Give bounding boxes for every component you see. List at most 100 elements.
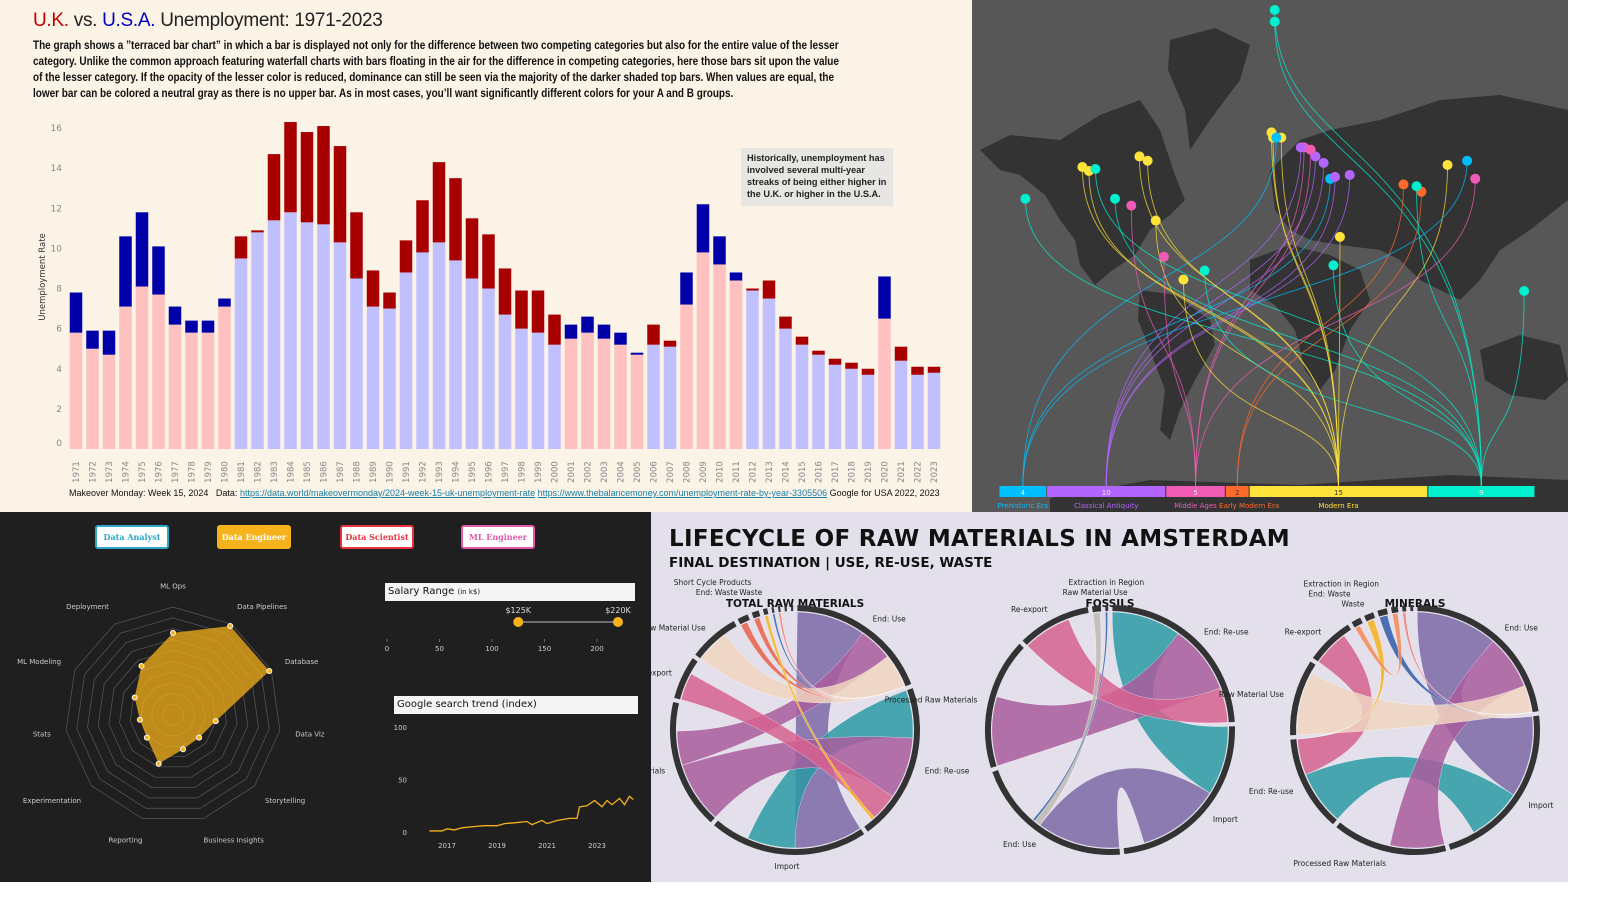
site-marker[interactable] (1462, 155, 1473, 166)
site-marker[interactable] (1134, 151, 1145, 162)
role-button-data-engineer[interactable]: Data Engineer (217, 525, 291, 549)
lifecycle-title: LIFECYCLE OF RAW MATERIALS IN AMSTERDAM (669, 526, 1290, 552)
site-marker[interactable] (1269, 16, 1280, 27)
connector-line (1274, 9, 1482, 487)
site-marker[interactable] (1519, 285, 1530, 296)
x-tick-label: 1989 (369, 461, 379, 483)
site-marker[interactable] (1158, 251, 1169, 262)
landmass (1480, 335, 1568, 400)
bar-lesser-2009 (696, 252, 710, 449)
bar-lesser-1999 (531, 332, 545, 449)
bar-difference-1973 (102, 330, 116, 355)
bar-difference-2008 (680, 272, 693, 305)
chord-title: TOTAL RAW MATERIALS (726, 598, 864, 610)
bar-lesser-1982 (251, 232, 264, 449)
site-marker[interactable] (1150, 215, 1161, 226)
role-label: Data Analyst (103, 532, 161, 542)
site-marker[interactable] (1398, 179, 1409, 190)
bar-lesser-1972 (86, 348, 99, 449)
site-marker[interactable] (1199, 265, 1210, 276)
radar-point (180, 746, 187, 753)
y-tick-label: 6 (56, 325, 62, 335)
chord-label: End: Use (873, 614, 907, 623)
data-link-1[interactable]: https://data.world/makeovermonday/2024-w… (239, 488, 536, 498)
x-tick-label: 1976 (155, 461, 165, 483)
connector-line (1163, 256, 1196, 487)
y-tick-label: 12 (51, 204, 62, 214)
site-marker[interactable] (1442, 159, 1453, 170)
bar-lesser-1980 (218, 306, 231, 449)
salary-handle[interactable] (613, 617, 623, 627)
bar-lesser-1996 (482, 288, 495, 449)
bar-difference-2021 (894, 346, 908, 361)
site-marker[interactable] (1305, 144, 1316, 155)
chord-label: Raw Material Use (1063, 588, 1128, 597)
chord-label: Re-export (1285, 628, 1322, 637)
bar-difference-1984 (284, 122, 297, 213)
role-button-data-scientist[interactable]: Data Scientist (340, 525, 414, 549)
bar-difference-1985 (300, 132, 314, 223)
salary-tick-label: 200 (590, 645, 603, 653)
footer-prefix: Makeover Monday: Week 15, 2024 Data: (69, 488, 240, 498)
salary-handle[interactable] (513, 617, 524, 627)
bar-lesser-2007 (663, 346, 677, 449)
chord-arc (1336, 822, 1447, 855)
site-marker[interactable] (1470, 173, 1481, 184)
site-marker[interactable] (1330, 171, 1341, 182)
radar-point (136, 716, 143, 723)
site-marker[interactable] (1328, 260, 1339, 271)
site-marker[interactable] (1178, 274, 1189, 285)
site-marker[interactable] (1020, 193, 1031, 204)
bar-difference-1999 (531, 290, 545, 333)
site-marker[interactable] (1269, 5, 1280, 15)
radar-axis-label: ML Ops (160, 582, 186, 590)
bar-difference-1982 (251, 230, 264, 233)
radar-axis-label: Data Viz (295, 730, 325, 738)
bar-difference-2007 (663, 340, 677, 347)
site-marker[interactable] (1142, 155, 1153, 166)
site-marker[interactable] (1334, 231, 1345, 242)
site-marker[interactable] (1126, 200, 1137, 211)
x-tick-label: 2010 (716, 461, 726, 483)
bar-difference-1997 (498, 268, 512, 315)
site-marker[interactable] (1295, 142, 1306, 153)
role-button-data-analyst[interactable]: Data Analyst (95, 525, 169, 549)
bar-difference-2013 (762, 280, 776, 299)
site-marker[interactable] (1110, 193, 1120, 204)
site-marker[interactable] (1271, 132, 1282, 143)
role-button-ml-engineer[interactable]: ML Engineer (461, 525, 535, 549)
y-tick-label: 2 (56, 405, 62, 415)
x-tick-label: 1977 (171, 461, 181, 483)
bar-difference-2003 (597, 324, 611, 339)
x-tick-label: 2001 (567, 461, 577, 483)
bar-difference-2015 (795, 336, 809, 345)
site-marker[interactable] (1344, 169, 1355, 180)
site-marker[interactable] (1090, 164, 1101, 175)
bar-lesser-2002 (581, 332, 594, 449)
radar-point (138, 662, 145, 669)
annotation-box: Historically, unemployment has involved … (741, 148, 893, 206)
bar-lesser-2019 (861, 374, 875, 449)
chord-ribbon (1305, 756, 1514, 833)
x-tick-label: 1991 (402, 461, 412, 483)
salary-handle-label: $125K (505, 606, 531, 615)
chord-arc (992, 770, 1120, 855)
site-marker[interactable] (1318, 157, 1329, 168)
bar-difference-1972 (86, 330, 99, 349)
chord-label: Extraction in Region (1069, 578, 1145, 587)
x-tick-label: 1984 (287, 461, 297, 483)
connector-line (1105, 147, 1302, 487)
chord-ribbon (1296, 673, 1532, 736)
x-tick-label: 1990 (386, 461, 396, 483)
chord-arc (1123, 726, 1235, 855)
y-tick-label: 8 (56, 285, 62, 295)
bar-lesser-2006 (647, 344, 660, 449)
site-marker[interactable] (1411, 181, 1422, 192)
x-tick-label: 2013 (765, 461, 775, 483)
chord-arc (985, 643, 1024, 768)
data-link-2[interactable]: https://www.thebalancemoney.com/unemploy… (537, 488, 828, 498)
bar-difference-2006 (647, 324, 660, 345)
bar-difference-1978 (185, 320, 198, 333)
x-tick-label: 1972 (89, 461, 99, 483)
trend-y-tick: 0 (403, 829, 407, 837)
